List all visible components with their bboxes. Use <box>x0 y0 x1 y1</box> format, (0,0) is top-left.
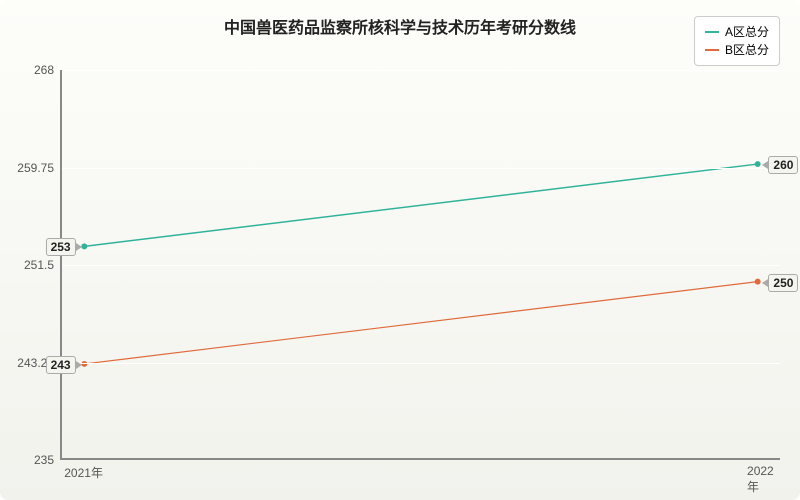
y-tick-label: 251.5 <box>24 258 62 272</box>
data-point <box>81 243 87 249</box>
legend-swatch-b <box>705 49 719 51</box>
plot-area: 235243.25251.5259.752682021年2022年2532602… <box>60 70 780 460</box>
legend-item-a: A区总分 <box>705 23 769 41</box>
grid-line <box>62 265 780 266</box>
point-label: 253 <box>46 238 76 256</box>
y-tick-label: 259.75 <box>17 161 62 175</box>
legend-swatch-a <box>705 31 719 33</box>
data-point <box>755 279 761 285</box>
label-arrow-icon <box>76 243 82 251</box>
grid-line <box>62 363 780 364</box>
label-arrow-icon <box>76 361 82 369</box>
series-line <box>84 164 757 246</box>
grid-line <box>62 70 780 71</box>
data-point <box>755 161 761 167</box>
line-svg <box>62 70 780 458</box>
point-label: 250 <box>768 274 798 292</box>
point-label: 243 <box>46 356 76 374</box>
x-tick-label: 2022年 <box>747 458 774 495</box>
chart-container: 中国兽医药品监察所核科学与技术历年考研分数线 A区总分 B区总分 235243.… <box>0 0 800 500</box>
chart-title: 中国兽医药品监察所核科学与技术历年考研分数线 <box>224 14 576 38</box>
x-tick-label: 2021年 <box>64 458 103 481</box>
legend: A区总分 B区总分 <box>694 16 780 66</box>
legend-label-a: A区总分 <box>725 23 769 41</box>
y-tick-label: 268 <box>34 63 62 77</box>
y-tick-label: 235 <box>34 453 62 467</box>
series-line <box>84 282 757 364</box>
legend-item-b: B区总分 <box>705 41 769 59</box>
legend-label-b: B区总分 <box>725 41 769 59</box>
point-label: 260 <box>768 156 798 174</box>
grid-line <box>62 168 780 169</box>
